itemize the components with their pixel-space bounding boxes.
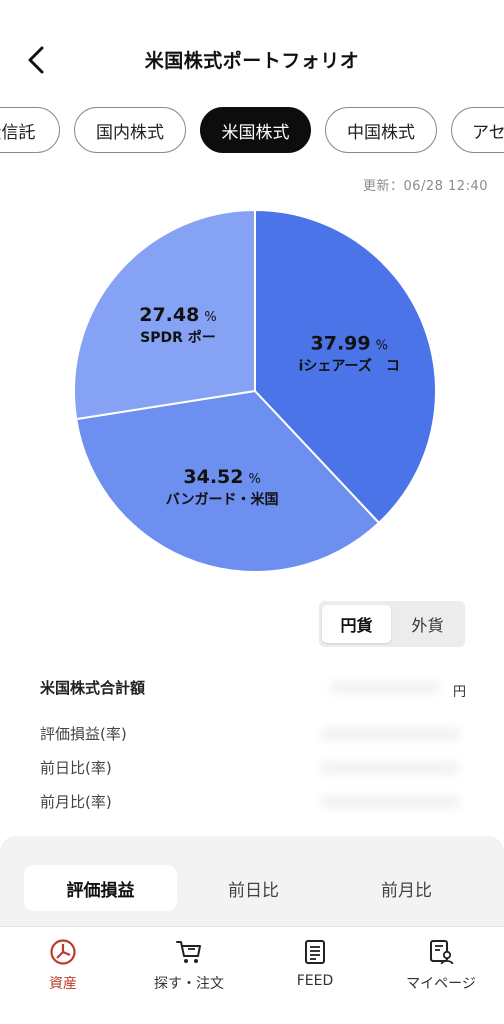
unrealized-pl-label: 評価損益(率) <box>40 725 127 743</box>
month-change-value <box>320 795 460 809</box>
month-change-label: 前月比(率) <box>40 793 112 811</box>
pie-slice-2[interactable] <box>73 208 256 421</box>
cart-icon <box>174 937 204 967</box>
header: 米国株式ポートフォリオ <box>0 30 504 90</box>
day-change-label: 前日比(率) <box>40 759 112 777</box>
tab-us-stocks[interactable]: 米国株式 <box>200 107 311 153</box>
unrealized-pl-value <box>320 727 460 741</box>
pie-slice-value-0: 37.99% <box>311 333 388 355</box>
nav-search-order-label: 探す・注文 <box>154 976 224 992</box>
segment-unrealized-pl[interactable]: 評価損益 <box>24 865 177 911</box>
nav-assets[interactable]: 資産 <box>0 937 126 1007</box>
portfolio-pie-chart: 37.99 % iシェアーズ コ 34.52 % バンガード・米国 27.48 % SPDR ポ… <box>73 208 437 573</box>
profile-icon <box>426 937 456 967</box>
yen-unit: 円 <box>452 685 466 700</box>
updated-timestamp: 更新：06/28 12:40 <box>362 179 488 194</box>
pie-slice-1[interactable] <box>75 389 381 573</box>
pie-slice-label-0: iシェアーズ コ <box>299 358 400 375</box>
tab-china-stocks[interactable]: 中国株式 <box>325 107 437 153</box>
back-button[interactable] <box>18 42 54 78</box>
foreign-currency-toggle-button[interactable]: 外貨 <box>411 616 444 635</box>
pie-slice-label-2: SPDR ポー <box>140 329 216 346</box>
pie-slice-label-1: バンガード・米国 <box>166 491 279 508</box>
pie-slice-value-2: 27.48% <box>139 304 216 326</box>
page-title: 米国株式ポートフォリオ <box>144 50 360 72</box>
tab-domestic-stocks[interactable]: 国内株式 <box>74 107 186 153</box>
day-change-value <box>320 761 460 775</box>
nav-feed-label: FEED <box>296 973 334 989</box>
pie-chart-icon <box>48 937 78 967</box>
nav-assets-label: 資産 <box>49 976 77 992</box>
nav-feed[interactable]: FEED <box>252 937 378 1007</box>
document-icon <box>300 937 330 967</box>
pie-slice-0[interactable] <box>254 208 437 525</box>
total-amount-label: 米国株式合計額 <box>40 679 146 697</box>
segment-month-change[interactable]: 前月比 <box>381 880 432 901</box>
chevron-left-icon <box>28 46 44 74</box>
nav-search-order[interactable]: 探す・注文 <box>126 937 252 1007</box>
total-amount-value <box>330 680 440 694</box>
nav-mypage-label: マイページ <box>406 976 476 992</box>
pie-slice-value-1: 34.52% <box>183 466 260 488</box>
segment-day-change[interactable]: 前日比 <box>228 880 279 901</box>
category-tabs: 投信託 国内株式 米国株式 中国株式 アセ <box>0 107 504 155</box>
bottom-navigation: 資産 探す・注文 FEED <box>0 926 504 1024</box>
jpy-toggle-button[interactable]: 円貨 <box>322 605 391 643</box>
nav-mypage[interactable]: マイページ <box>378 937 504 1007</box>
tab-investment-trust[interactable]: 投信託 <box>0 107 60 153</box>
tab-asset[interactable]: アセ <box>451 107 504 153</box>
currency-toggle: 円貨 外貨 <box>319 601 465 647</box>
